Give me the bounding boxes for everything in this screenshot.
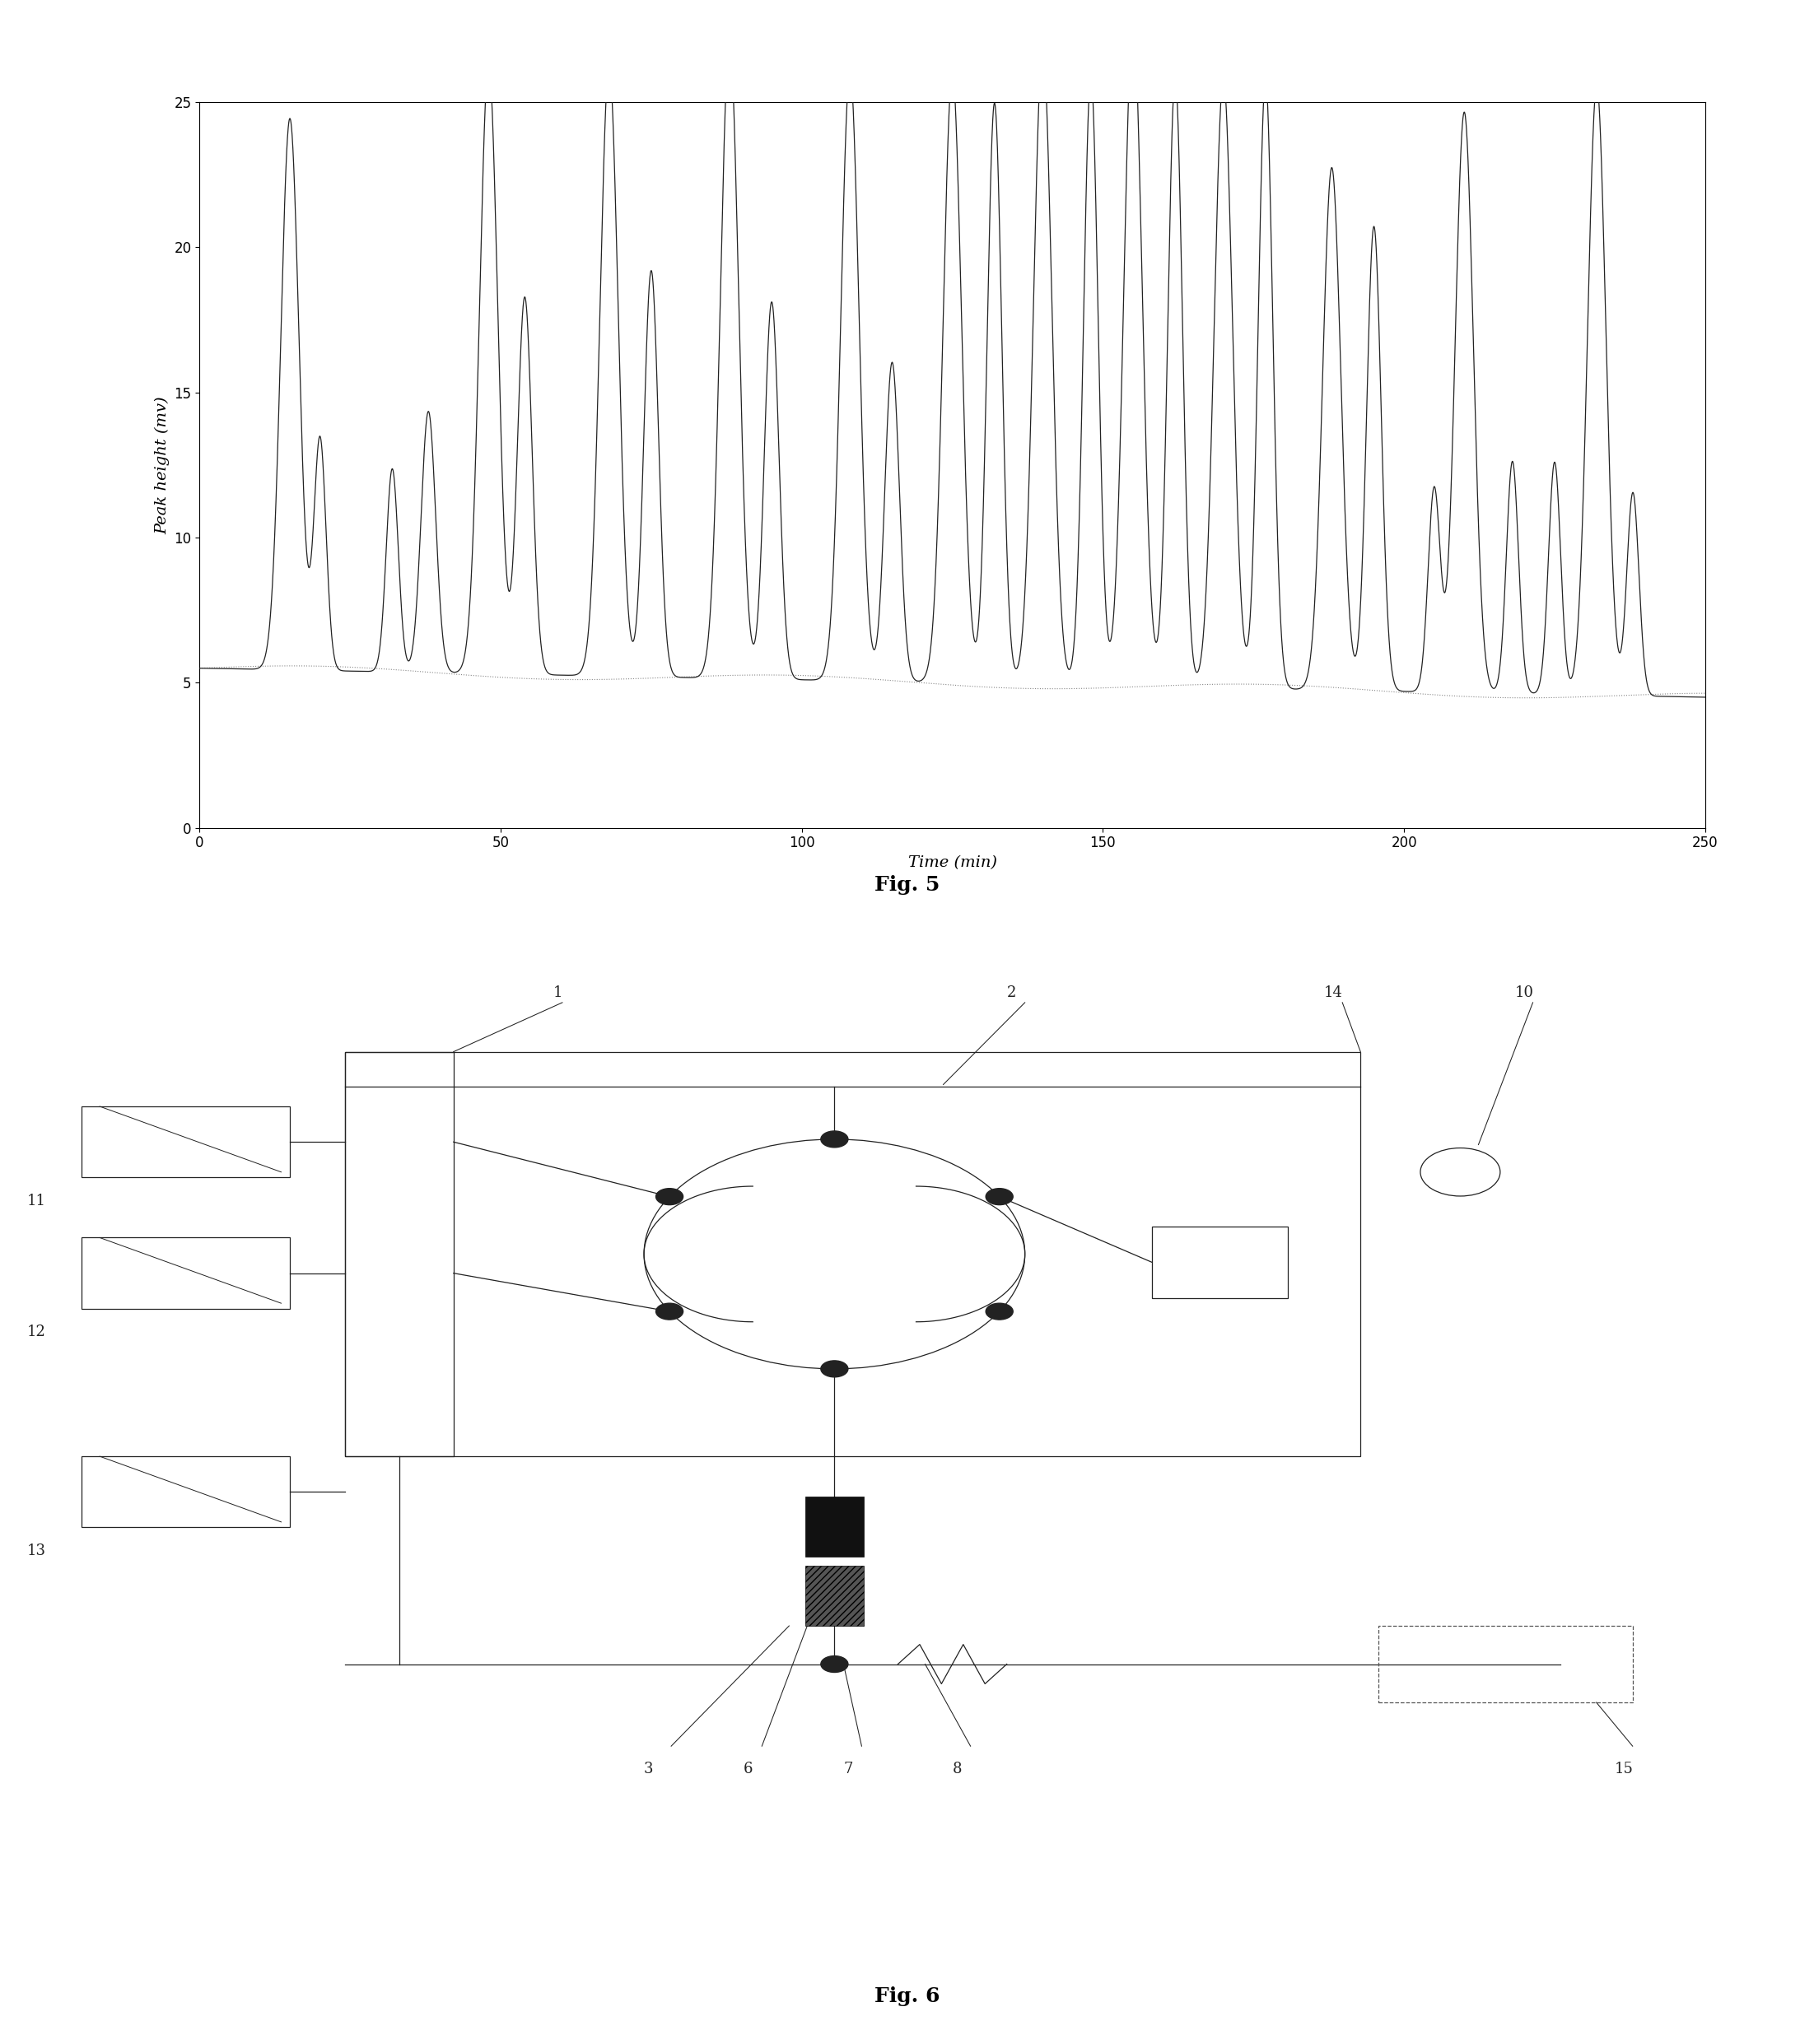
Text: 7: 7 — [844, 1762, 853, 1776]
Bar — [82, 1237, 290, 1308]
Circle shape — [820, 1656, 847, 1672]
Circle shape — [820, 1130, 847, 1147]
Bar — [345, 1053, 453, 1455]
Text: 12: 12 — [27, 1325, 45, 1339]
Text: 1: 1 — [553, 985, 562, 1000]
Circle shape — [644, 1139, 1025, 1369]
X-axis label: Time (min): Time (min) — [907, 854, 998, 871]
Circle shape — [1420, 1149, 1500, 1196]
Bar — [345, 1053, 1360, 1455]
Text: 10: 10 — [1515, 985, 1533, 1000]
Circle shape — [985, 1304, 1012, 1320]
Text: Fig. 6: Fig. 6 — [874, 1987, 940, 2007]
Text: 2: 2 — [1007, 985, 1016, 1000]
Text: 13: 13 — [27, 1543, 45, 1558]
Text: 15: 15 — [1614, 1762, 1633, 1776]
Circle shape — [985, 1188, 1012, 1204]
Bar — [82, 1455, 290, 1527]
Circle shape — [657, 1304, 684, 1320]
Bar — [82, 1106, 290, 1177]
Text: 14: 14 — [1324, 985, 1342, 1000]
Circle shape — [820, 1361, 847, 1378]
Text: Fig. 5: Fig. 5 — [874, 875, 940, 895]
Text: 11: 11 — [27, 1194, 45, 1208]
Bar — [1379, 1625, 1633, 1703]
Bar — [805, 1566, 863, 1625]
Y-axis label: Peak height (mv): Peak height (mv) — [154, 397, 169, 533]
Text: 6: 6 — [744, 1762, 753, 1776]
Circle shape — [657, 1188, 684, 1204]
Text: 8: 8 — [952, 1762, 961, 1776]
Bar — [1152, 1226, 1288, 1298]
Text: 3: 3 — [644, 1762, 653, 1776]
Bar — [805, 1496, 863, 1558]
